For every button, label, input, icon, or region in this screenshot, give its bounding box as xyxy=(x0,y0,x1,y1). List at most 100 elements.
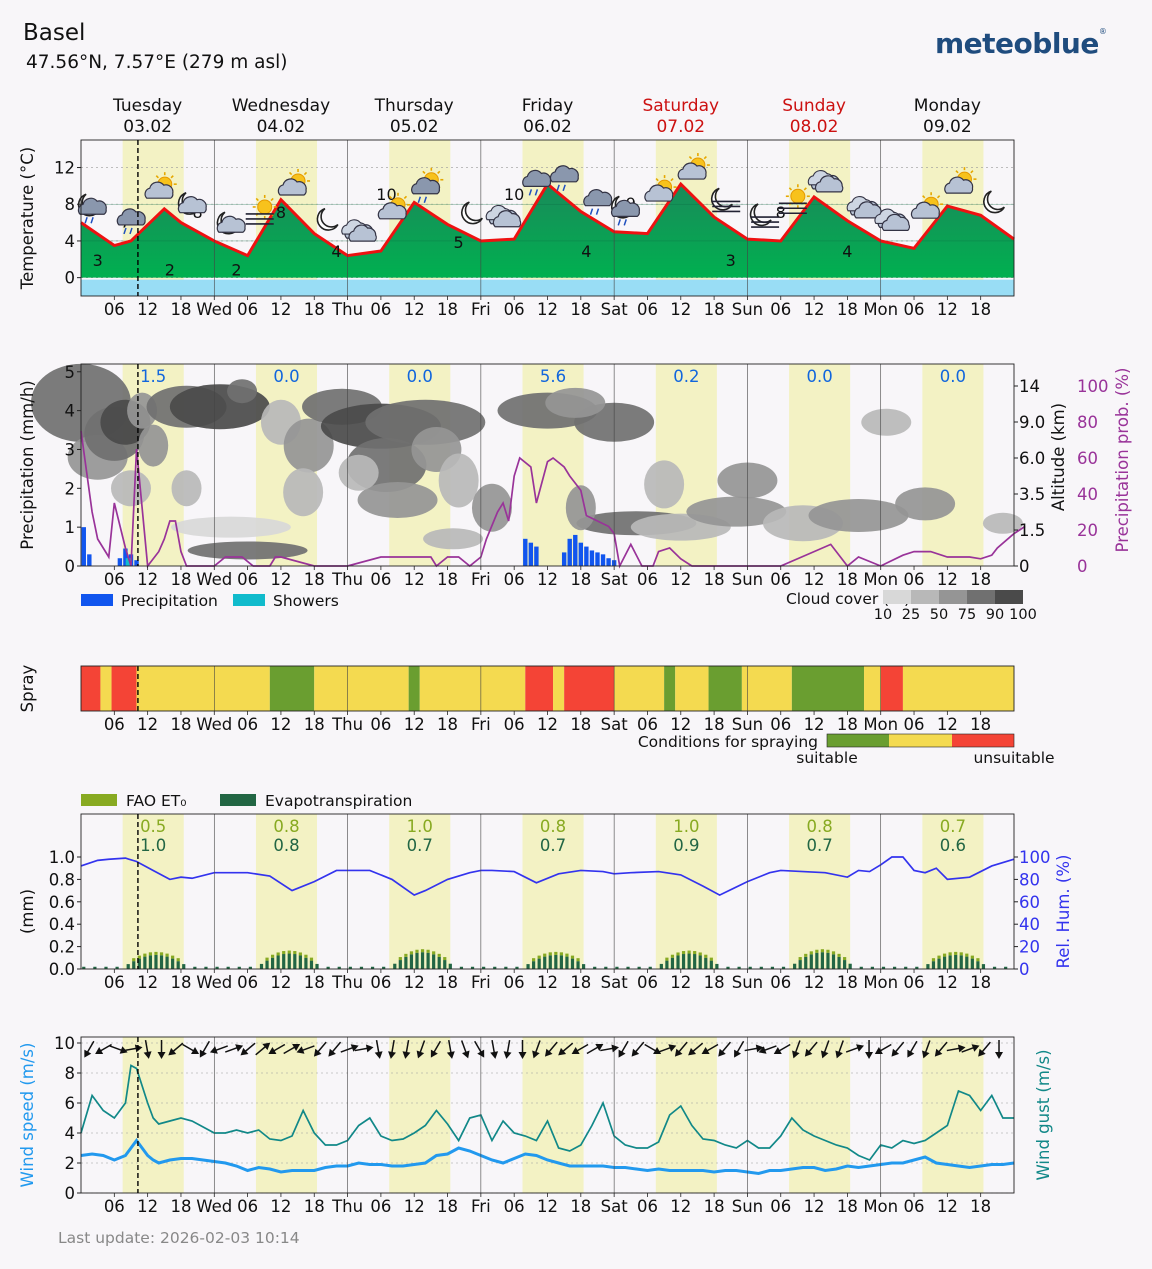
wind-direction-arrow xyxy=(804,1041,818,1057)
evapo-bar xyxy=(337,966,341,969)
evapo-bar xyxy=(676,955,680,969)
wind-direction-arrow xyxy=(558,1042,574,1056)
daily-precip-total: 0.0 xyxy=(940,367,966,386)
arrow-head xyxy=(365,1044,374,1053)
evap-x-tick-label: 12 xyxy=(137,973,158,992)
evapo-bar xyxy=(382,966,386,969)
wind-direction-arrow xyxy=(658,1044,677,1053)
precip-bar xyxy=(117,558,123,566)
evapo-bar xyxy=(970,958,974,969)
arrow-head xyxy=(668,1044,677,1052)
spray-segment xyxy=(614,666,665,711)
wind-direction-arrow xyxy=(835,1040,844,1059)
evapo-bar xyxy=(698,955,702,969)
wind-direction-arrow xyxy=(157,1040,166,1059)
evapo-bar xyxy=(265,960,269,969)
evap-x-tick-label: 06 xyxy=(904,973,925,992)
cloud-legend-swatch xyxy=(995,590,1023,604)
spray-segment xyxy=(864,666,881,711)
temp-x-tick-label: Sun xyxy=(732,300,763,319)
temp-line xyxy=(80,181,1015,258)
evap-x-tick-label: 18 xyxy=(304,973,325,992)
spray-segment xyxy=(408,666,420,711)
fao-bar xyxy=(554,951,558,955)
fao-bar xyxy=(970,955,974,959)
evapo-bar xyxy=(948,955,952,969)
humidity-axis-label: Rel. Hum. (%) xyxy=(1054,855,1073,969)
sun-ray xyxy=(303,171,308,176)
daily-precip-total: 0.0 xyxy=(407,367,433,386)
evapo-bar xyxy=(504,966,508,969)
moon-icon xyxy=(316,207,339,231)
wind-direction-arrow xyxy=(701,1043,719,1054)
moon-shape xyxy=(749,203,772,227)
arrow-head xyxy=(820,1050,829,1059)
arrow-head xyxy=(674,1048,683,1057)
spray-segment xyxy=(553,666,565,711)
day-date: 09.02 xyxy=(923,117,972,137)
wind-direction-arrow xyxy=(922,1040,931,1059)
evapo-bar xyxy=(581,964,586,969)
evapo-bar xyxy=(543,956,547,969)
evapo-bar xyxy=(470,966,475,969)
spray-legend-moderate xyxy=(889,734,952,747)
spray-x-tick-label: 18 xyxy=(704,715,725,734)
evapo-y-tick-label: 1.0 xyxy=(49,848,75,867)
daily-precip-total: 0.0 xyxy=(807,367,833,386)
evapo-bar xyxy=(404,956,408,969)
wind-direction-arrow xyxy=(688,1042,704,1056)
daily-fao-total: 1.0 xyxy=(673,817,699,836)
evap-x-tick-label: 06 xyxy=(637,973,658,992)
spray-segment xyxy=(791,666,865,711)
wind-direction-arrow xyxy=(961,1044,980,1053)
temp-value-label: 4 xyxy=(581,242,591,261)
rain-drop xyxy=(123,227,127,235)
precip-y-tick-label: 1 xyxy=(65,518,76,537)
daily-precip-total: 1.5 xyxy=(140,367,166,386)
arrow-head xyxy=(119,1046,128,1054)
cloud-shape xyxy=(522,169,552,187)
spray-x-tick-label: Mon xyxy=(863,715,898,734)
spray-segment xyxy=(136,666,270,711)
day-date: 05.02 xyxy=(390,117,439,137)
moon-cloud-rain-icon xyxy=(610,195,640,226)
evap-daylight-band xyxy=(122,814,184,969)
wind-direction-arrow xyxy=(168,1042,184,1056)
wind-direction-arrow xyxy=(84,1040,95,1058)
evapo-bar xyxy=(182,964,186,969)
evapo-bar xyxy=(82,966,86,969)
meteoblue-logo[interactable]: meteoblue® xyxy=(935,27,1107,60)
humidity-line xyxy=(80,856,1015,897)
spray-x-tick-label: 18 xyxy=(170,715,191,734)
evapo-bar xyxy=(143,956,147,969)
evapo-bar xyxy=(415,952,419,969)
prec-x-tick-label: 12 xyxy=(404,570,425,589)
spray-x-tick-label: 18 xyxy=(570,715,591,734)
showers-bar xyxy=(125,558,131,566)
evapo-bar xyxy=(526,964,530,969)
fao-bar xyxy=(420,949,425,953)
precip-bar xyxy=(578,542,584,566)
evapo-bar xyxy=(715,963,719,969)
spray-segment xyxy=(81,666,101,711)
evapo-bar xyxy=(820,952,825,969)
evapo-bar xyxy=(132,961,136,969)
fao-bar xyxy=(826,949,830,953)
wind-direction-arrow xyxy=(792,1040,801,1059)
spray-x-tick-label: 12 xyxy=(804,715,825,734)
arrow-head xyxy=(402,1051,411,1059)
wind-x-tick-label: Sat xyxy=(601,1197,629,1216)
precip-bar xyxy=(595,552,600,566)
prec-x-tick-label: 06 xyxy=(904,570,925,589)
arrow-head xyxy=(446,1051,455,1059)
evapo-bar xyxy=(226,966,230,969)
arrow-head xyxy=(978,1048,986,1057)
temp-y-tick-label: 4 xyxy=(65,232,76,251)
spray-segment xyxy=(741,666,792,711)
wind-x-tick-label: Fri xyxy=(471,1197,491,1216)
fao-bar xyxy=(809,951,813,955)
cloud-cover-cell xyxy=(545,387,606,418)
wind-x-tick-label: 12 xyxy=(404,1197,425,1216)
spray-x-tick-label: 06 xyxy=(237,715,258,734)
evap-x-tick-label: 06 xyxy=(104,973,125,992)
